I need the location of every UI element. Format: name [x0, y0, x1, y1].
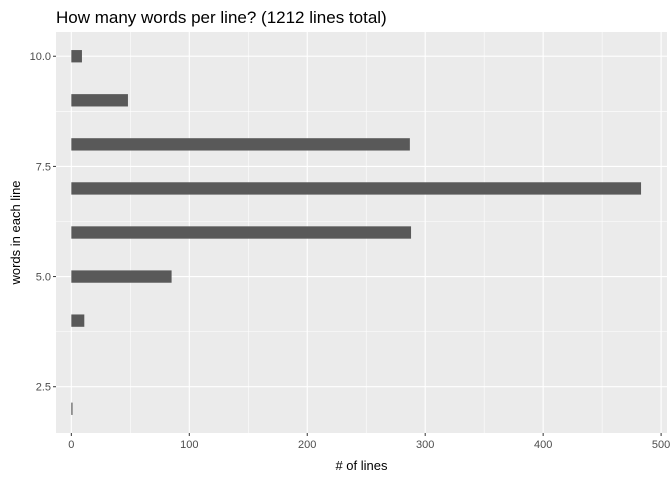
x-tick-label: 400	[534, 439, 552, 451]
bar-7-words	[71, 182, 642, 195]
x-axis: 0 100 200 300 400 500	[68, 433, 670, 451]
x-axis-title: # of lines	[335, 458, 388, 473]
x-tick-label: 200	[298, 439, 316, 451]
y-tick-label: 5.0	[36, 272, 51, 284]
bar-2-words	[71, 402, 73, 415]
bar-10-words	[71, 50, 82, 63]
bar-6-words	[71, 226, 412, 239]
y-axis-title: words in each line	[8, 180, 23, 285]
y-tick-label: 2.5	[36, 382, 51, 394]
bar-8-words	[71, 138, 410, 151]
x-tick-label: 500	[652, 439, 670, 451]
y-tick-label: 7.5	[36, 161, 51, 173]
bar-4-words	[71, 314, 85, 327]
y-axis: 2.5 5.0 7.5 10.0	[30, 51, 56, 394]
y-tick-label: 10.0	[30, 51, 51, 63]
x-tick-label: 0	[68, 439, 74, 451]
x-tick-label: 100	[180, 439, 198, 451]
chart-title: How many words per line? (1212 lines tot…	[56, 8, 387, 27]
bar-5-words	[71, 270, 172, 283]
bars	[71, 50, 642, 415]
bar-9-words	[71, 94, 128, 107]
x-tick-label: 300	[416, 439, 434, 451]
